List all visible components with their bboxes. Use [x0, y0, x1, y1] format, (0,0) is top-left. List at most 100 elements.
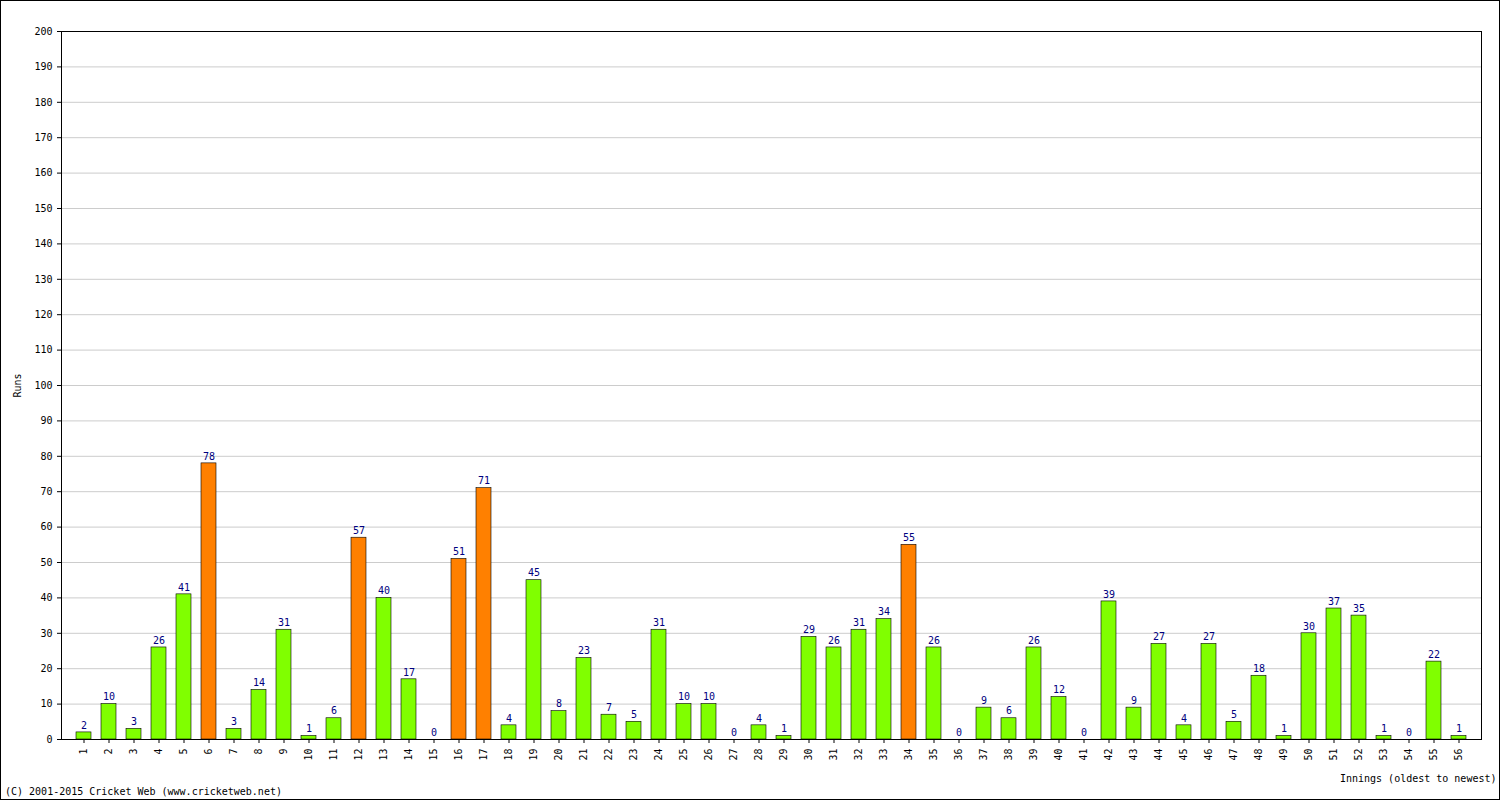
svg-text:1: 1: [78, 749, 89, 755]
svg-text:16: 16: [453, 749, 464, 761]
svg-text:38: 38: [1003, 749, 1014, 761]
svg-text:56: 56: [1453, 749, 1464, 761]
svg-text:5: 5: [1231, 709, 1237, 720]
svg-text:4: 4: [1181, 713, 1187, 724]
svg-text:26: 26: [703, 749, 714, 761]
svg-text:5: 5: [178, 749, 189, 755]
svg-text:130: 130: [34, 274, 52, 285]
svg-text:4: 4: [756, 713, 762, 724]
svg-text:Runs: Runs: [12, 373, 23, 397]
svg-text:7: 7: [228, 749, 239, 755]
svg-text:8: 8: [556, 698, 562, 709]
svg-text:24: 24: [653, 749, 664, 761]
svg-text:0: 0: [1406, 727, 1412, 738]
svg-text:26: 26: [828, 635, 840, 646]
svg-text:140: 140: [34, 238, 52, 249]
svg-text:51: 51: [453, 546, 465, 557]
svg-text:70: 70: [40, 486, 52, 497]
svg-text:25: 25: [678, 749, 689, 761]
svg-text:31: 31: [653, 617, 665, 628]
svg-text:33: 33: [878, 749, 889, 761]
svg-text:34: 34: [878, 606, 890, 617]
svg-text:6: 6: [1006, 705, 1012, 716]
svg-text:41: 41: [1078, 749, 1089, 761]
svg-text:13: 13: [378, 749, 389, 761]
svg-text:12: 12: [353, 749, 364, 761]
svg-text:17: 17: [403, 667, 415, 678]
svg-text:120: 120: [34, 309, 52, 320]
svg-text:55: 55: [903, 532, 915, 543]
svg-text:150: 150: [34, 203, 52, 214]
svg-text:35: 35: [928, 749, 939, 761]
svg-text:23: 23: [578, 645, 590, 656]
svg-text:200: 200: [34, 26, 52, 37]
svg-text:46: 46: [1203, 749, 1214, 761]
svg-text:15: 15: [428, 749, 439, 761]
svg-text:54: 54: [1403, 749, 1414, 761]
svg-text:42: 42: [1103, 749, 1114, 761]
svg-text:110: 110: [34, 344, 52, 355]
svg-text:27: 27: [1153, 631, 1165, 642]
svg-text:52: 52: [1353, 749, 1364, 761]
svg-text:7: 7: [606, 702, 612, 713]
svg-text:48: 48: [1253, 749, 1264, 761]
svg-text:22: 22: [603, 749, 614, 761]
svg-text:26: 26: [153, 635, 165, 646]
svg-text:30: 30: [1303, 621, 1315, 632]
svg-text:5: 5: [631, 709, 637, 720]
svg-text:17: 17: [478, 749, 489, 761]
svg-text:29: 29: [778, 749, 789, 761]
svg-text:0: 0: [731, 727, 737, 738]
svg-text:8: 8: [253, 749, 264, 755]
svg-text:41: 41: [178, 582, 190, 593]
svg-text:100: 100: [34, 380, 52, 391]
svg-text:71: 71: [478, 475, 490, 486]
svg-text:0: 0: [1081, 727, 1087, 738]
svg-text:39: 39: [1103, 589, 1115, 600]
svg-text:28: 28: [753, 749, 764, 761]
svg-text:10: 10: [40, 698, 52, 709]
svg-text:4: 4: [153, 749, 164, 755]
svg-text:1: 1: [1381, 723, 1387, 734]
svg-text:44: 44: [1153, 749, 1164, 761]
svg-text:35: 35: [1353, 603, 1365, 614]
svg-text:14: 14: [253, 677, 265, 688]
svg-text:60: 60: [40, 521, 52, 532]
svg-text:53: 53: [1378, 749, 1389, 761]
svg-text:78: 78: [203, 451, 215, 462]
svg-text:20: 20: [40, 663, 52, 674]
svg-text:10: 10: [703, 691, 715, 702]
svg-text:0: 0: [46, 734, 52, 745]
svg-text:12: 12: [1053, 684, 1065, 695]
svg-text:10: 10: [303, 749, 314, 761]
svg-text:2: 2: [81, 720, 87, 731]
svg-text:80: 80: [40, 451, 52, 462]
svg-text:43: 43: [1128, 749, 1139, 761]
svg-text:10: 10: [678, 691, 690, 702]
svg-text:9: 9: [278, 749, 289, 755]
svg-text:10: 10: [103, 691, 115, 702]
svg-text:26: 26: [1028, 635, 1040, 646]
svg-text:57: 57: [353, 525, 365, 536]
svg-text:40: 40: [40, 592, 52, 603]
svg-text:50: 50: [1303, 749, 1314, 761]
svg-text:3: 3: [128, 749, 139, 755]
svg-text:40: 40: [378, 585, 390, 596]
svg-text:3: 3: [131, 716, 137, 727]
svg-text:37: 37: [978, 749, 989, 761]
svg-text:180: 180: [34, 97, 52, 108]
svg-text:55: 55: [1428, 749, 1439, 761]
svg-text:0: 0: [431, 727, 437, 738]
svg-text:19: 19: [528, 749, 539, 761]
svg-text:1: 1: [1281, 723, 1287, 734]
svg-text:9: 9: [1131, 695, 1137, 706]
svg-text:51: 51: [1328, 749, 1339, 761]
svg-text:27: 27: [728, 749, 739, 761]
svg-text:30: 30: [40, 628, 52, 639]
svg-text:3: 3: [231, 716, 237, 727]
svg-text:30: 30: [803, 749, 814, 761]
svg-text:6: 6: [331, 705, 337, 716]
svg-text:6: 6: [203, 749, 214, 755]
svg-text:40: 40: [1053, 749, 1064, 761]
svg-text:45: 45: [528, 567, 540, 578]
